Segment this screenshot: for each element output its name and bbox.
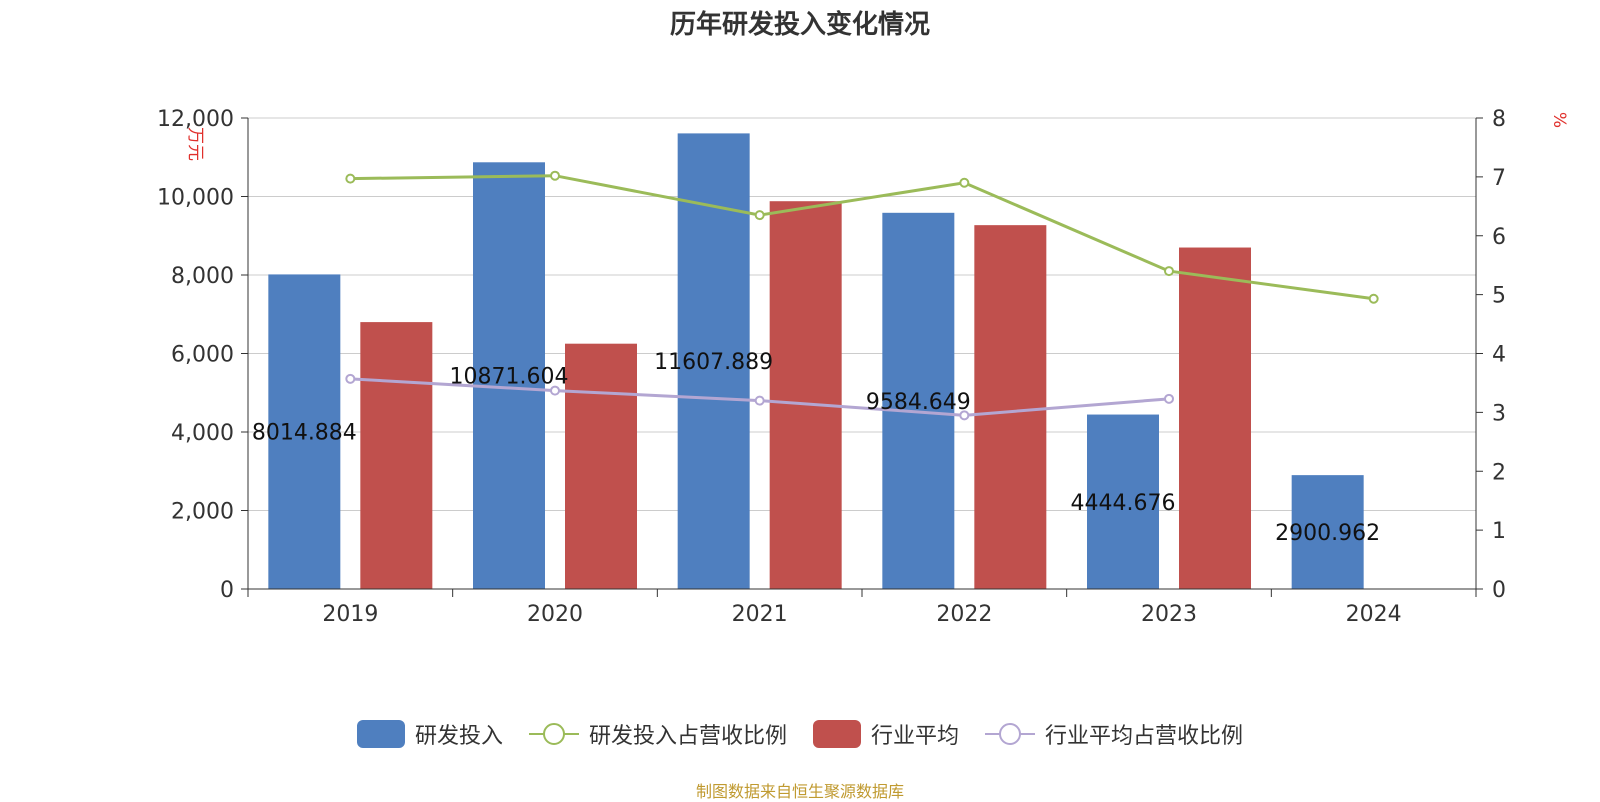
ratio-lines: [345, 170, 1379, 421]
bar-industry: [565, 343, 637, 589]
industry-ratio-point: [550, 385, 560, 396]
y-left-tick-label: 8,000: [171, 264, 234, 289]
y-left-unit-label: 万元: [185, 127, 205, 161]
legend-label-rd-ratio: 研发投入占营收比例: [588, 724, 787, 749]
y-left-tick-label: 2,000: [171, 500, 234, 525]
y-right-tick-label: 4: [1492, 343, 1506, 368]
bar-rd: [1291, 475, 1364, 589]
rd-ratio-point: [754, 210, 765, 221]
legend-swatch-rd: [356, 720, 405, 748]
legend-swatch-industry-ratio: [985, 723, 1036, 745]
y-right-tick-label: 0: [1492, 578, 1506, 603]
y-left-tick-label: 10,000: [157, 186, 234, 211]
y-right-tick-label: 7: [1492, 166, 1506, 191]
legend: 研发投入 研发投入占营收比例 行业平均 行业平均占营收比例: [0, 716, 1600, 752]
y-right-tick-label: 1: [1492, 519, 1506, 544]
legend-item-industry-ratio[interactable]: 行业平均占营收比例: [985, 718, 1243, 750]
rd-ratio-point: [1368, 293, 1379, 304]
y-left-tick-label: 12,000: [157, 107, 234, 132]
bar-industry: [1179, 247, 1251, 589]
rd-ratio-point: [550, 170, 560, 181]
bar-rd: [1087, 414, 1159, 589]
y-right-unit-label: %: [1549, 112, 1569, 128]
bar-rd: [882, 212, 955, 589]
legend-label-rd: 研发投入: [414, 724, 503, 749]
bar-rd: [268, 274, 341, 589]
x-tick-label: 2023: [1141, 602, 1197, 627]
industry-ratio-point: [754, 395, 765, 406]
data-label-rd: 9584.649: [866, 390, 971, 415]
y-left-tick-label: 6,000: [171, 343, 234, 368]
y-right-tick-label: 6: [1492, 225, 1506, 250]
y-right-tick-label: 3: [1492, 401, 1506, 426]
data-label-rd: 10871.604: [450, 365, 569, 390]
data-labels: 8014.884 10871.604 11607.889 9584.649 4444.6…: [252, 350, 1380, 546]
legend-line-marker: [999, 723, 1022, 745]
legend-item-rd[interactable]: 研发投入: [356, 718, 503, 750]
data-source-note: 制图数据来自恒生聚源数据库: [695, 782, 904, 801]
x-tick-label: 2019: [322, 602, 378, 627]
bars: [268, 133, 1364, 589]
x-tick-label: 2022: [936, 602, 992, 627]
legend-label-industry: 行业平均: [871, 724, 960, 749]
bar-rd: [677, 133, 750, 589]
rd-ratio-point: [959, 177, 970, 188]
bar-industry: [360, 322, 433, 589]
data-label-rd: 4444.676: [1071, 491, 1176, 516]
y-right-tick-label: 2: [1492, 460, 1506, 485]
x-tick-label: 2024: [1346, 602, 1402, 627]
legend-label-industry-ratio: 行业平均占营收比例: [1045, 724, 1244, 749]
rd-ratio-point: [1164, 266, 1174, 277]
data-label-rd: 8014.884: [252, 421, 357, 446]
x-tick-label: 2020: [527, 602, 583, 627]
y-left-tick-label: 4,000: [171, 421, 234, 446]
y-left-tick-label: 0: [220, 578, 234, 603]
legend-item-rd-ratio[interactable]: 研发投入占营收比例: [528, 718, 787, 750]
y-right-tick-label: 5: [1492, 284, 1506, 309]
industry-ratio-point: [959, 410, 970, 421]
rd-ratio-point: [345, 173, 356, 184]
legend-item-industry[interactable]: 行业平均: [813, 718, 959, 750]
data-label-rd: 11607.889: [654, 350, 773, 375]
bar-industry: [769, 201, 842, 589]
x-tick-label: 2021: [732, 602, 788, 627]
data-label-rd: 2900.962: [1275, 521, 1380, 546]
industry-ratio-point: [345, 373, 356, 384]
rd-ratio-line: [350, 174, 1374, 301]
bar-industry: [974, 225, 1047, 589]
chart-title: 历年研发投入变化情况: [669, 10, 930, 40]
legend-swatch-industry: [813, 720, 861, 748]
legend-line-marker: [542, 723, 565, 745]
grid-lines: [248, 117, 1476, 511]
industry-ratio-point: [1164, 393, 1174, 404]
y-right-tick-label: 8: [1492, 107, 1506, 132]
axes: 0 2,000 4,000 6,000 8,000 10,000 12,000 0 1 2 3 4 5 6…: [157, 107, 1569, 627]
legend-swatch-rd-ratio: [528, 723, 579, 745]
bar-rd: [473, 162, 545, 589]
